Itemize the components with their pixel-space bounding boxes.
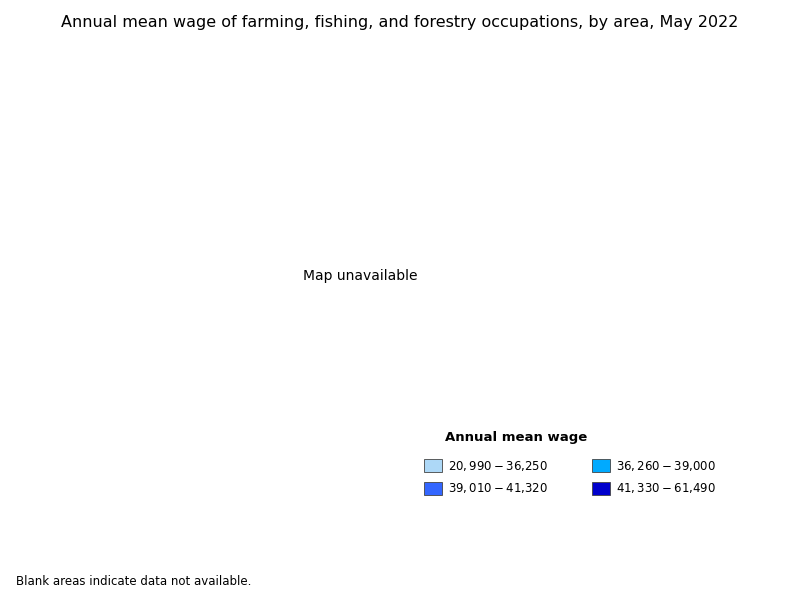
Text: $20,990 - $36,250: $20,990 - $36,250 (448, 458, 548, 473)
Text: $36,260 - $39,000: $36,260 - $39,000 (616, 458, 716, 473)
Text: Blank areas indicate data not available.: Blank areas indicate data not available. (16, 575, 251, 588)
Text: $41,330 - $61,490: $41,330 - $61,490 (616, 481, 716, 496)
Text: $39,010 - $41,320: $39,010 - $41,320 (448, 481, 548, 496)
Text: Annual mean wage of farming, fishing, and forestry occupations, by area, May 202: Annual mean wage of farming, fishing, an… (62, 15, 738, 30)
Text: Annual mean wage: Annual mean wage (445, 431, 587, 444)
Text: Map unavailable: Map unavailable (302, 269, 418, 283)
